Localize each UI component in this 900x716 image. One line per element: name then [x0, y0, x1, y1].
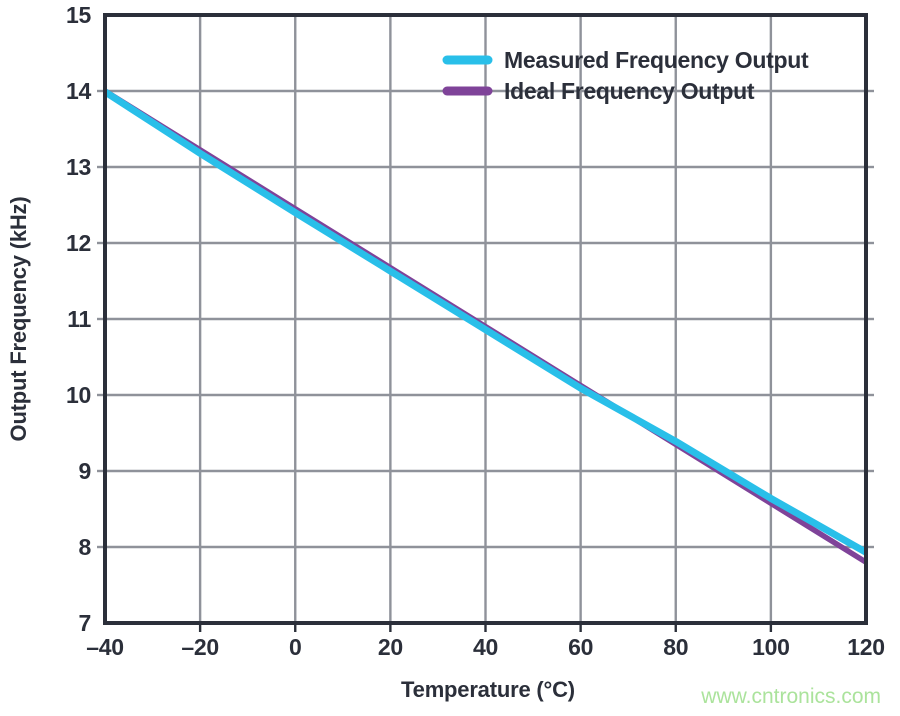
x-tick-label: 80	[663, 634, 688, 660]
watermark: www.cntronics.com	[700, 685, 881, 708]
y-tick-label: 13	[66, 154, 91, 180]
series-line-measured	[103, 88, 868, 556]
x-tick-label: 60	[568, 634, 593, 660]
axis-tick-marks	[97, 89, 874, 632]
x-tick-label: –40	[86, 634, 123, 660]
plot-border	[103, 13, 868, 625]
x-axis-label: Temperature (°C)	[401, 677, 575, 702]
legend-label-measured: Measured Frequency Output	[504, 47, 809, 73]
y-tick-label: 9	[79, 458, 92, 484]
x-tick-label: 40	[473, 634, 498, 660]
y-tick-label: 11	[67, 306, 91, 332]
y-tick-label: 15	[66, 2, 91, 28]
x-tick-label: 20	[378, 634, 403, 660]
y-tick-label: 8	[79, 534, 92, 560]
y-tick-label: 14	[66, 78, 91, 104]
y-axis-label: Output Frequency (kHz)	[6, 197, 31, 442]
x-tick-label: 100	[752, 634, 789, 660]
legend: Measured Frequency Output Ideal Frequenc…	[442, 47, 809, 104]
y-tick-label: 12	[66, 230, 91, 256]
series-lines	[103, 88, 868, 565]
x-tick-label: –20	[181, 634, 218, 660]
x-tick-labels: –40 –20 0 20 40 60 80 100 120	[86, 634, 885, 660]
legend-label-ideal: Ideal Frequency Output	[504, 78, 755, 104]
y-tick-label: 10	[66, 382, 91, 408]
x-tick-label: 0	[289, 634, 302, 660]
x-tick-label: 120	[847, 634, 884, 660]
gridlines	[105, 15, 866, 623]
y-tick-label: 7	[79, 610, 92, 636]
y-tick-labels: 7 8 9 10 11 12 13 14 15	[66, 2, 92, 636]
